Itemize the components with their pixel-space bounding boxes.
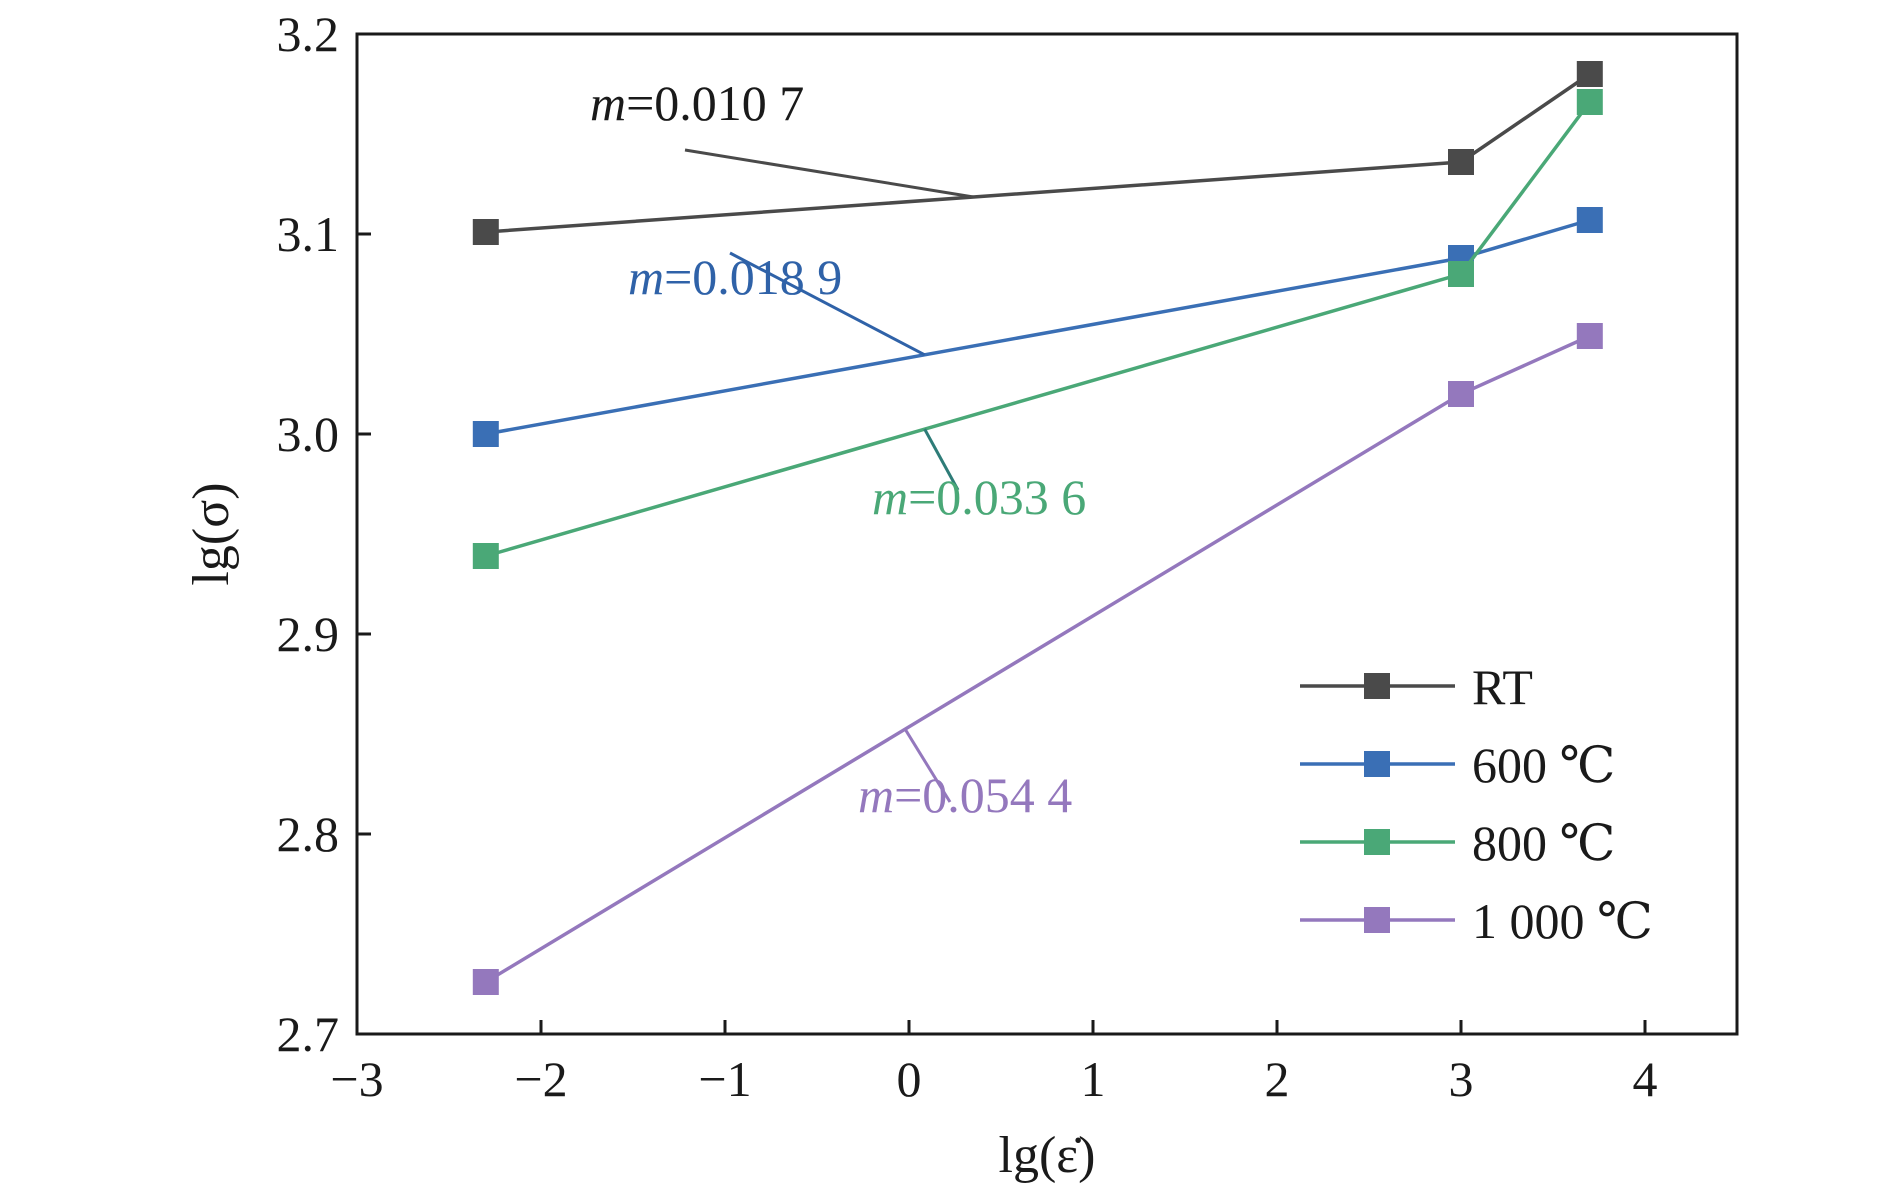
axes: −3 −2 −1 0 1 2 3 4 2.7 2.8 2.9 3.0 3.1 3.2 lg(ε̇) lg(σ) <box>183 6 1739 1184</box>
data-point <box>1576 323 1603 349</box>
annotation-label: m=0.033 6 <box>872 469 1086 525</box>
annotation-label: m=0.018 9 <box>628 249 842 305</box>
legend-label: 800 ℃ <box>1472 815 1615 871</box>
y-tick-label: 3.2 <box>277 6 340 62</box>
y-axis-title: lg(σ) <box>183 482 240 585</box>
y-tick-label: 2.9 <box>277 606 340 662</box>
legend-marker <box>1364 673 1390 699</box>
x-tick-label: −3 <box>330 1051 383 1107</box>
data-point <box>1448 261 1474 287</box>
data-point <box>472 421 499 447</box>
annotation-layer: m=0.010 7m=0.018 9m=0.033 6m=0.054 4 <box>590 75 1086 823</box>
series-layer <box>472 61 1603 995</box>
x-axis-title: lg(ε̇) <box>999 1127 1096 1184</box>
data-point <box>1576 207 1603 233</box>
y-tick-label: 3.0 <box>277 406 340 462</box>
annotation-value: =0.054 4 <box>894 767 1072 823</box>
data-point <box>472 969 499 995</box>
legend-marker <box>1364 751 1390 777</box>
annotation-variable: m <box>858 767 894 823</box>
data-point <box>1448 381 1474 407</box>
data-point <box>472 219 499 245</box>
x-tick-label: 4 <box>1633 1051 1658 1107</box>
annotation-label: m=0.054 4 <box>858 767 1072 823</box>
legend-marker <box>1364 907 1390 933</box>
data-point <box>472 543 499 569</box>
x-tick-label: 2 <box>1265 1051 1290 1107</box>
y-tick-label: 3.1 <box>277 206 340 262</box>
annotation-variable: m <box>872 469 908 525</box>
annotation-leader <box>684 148 974 199</box>
annotation-variable: m <box>590 75 626 131</box>
legend-label: 1 000 ℃ <box>1472 893 1653 949</box>
annotation-label: m=0.010 7 <box>590 75 804 131</box>
x-tick-label: 0 <box>897 1051 922 1107</box>
legend-label: RT <box>1472 659 1533 715</box>
y-tick-label: 2.8 <box>277 806 340 862</box>
annotation-leader <box>923 428 960 491</box>
y-tick-label: 2.7 <box>277 1006 340 1062</box>
data-point <box>1576 61 1603 87</box>
x-tick-label: 3 <box>1449 1051 1474 1107</box>
legend-marker <box>1364 829 1390 855</box>
data-point <box>1576 89 1603 115</box>
annotation-value: =0.010 7 <box>626 75 804 131</box>
series-line-4 <box>484 334 1591 984</box>
legend-label: 600 ℃ <box>1472 737 1615 793</box>
annotation-leader <box>729 251 926 357</box>
annotation-value: =0.018 9 <box>664 249 842 305</box>
x-tick-label: 1 <box>1081 1051 1106 1107</box>
plot-frame <box>355 32 1739 1036</box>
annotation-value: =0.033 6 <box>908 469 1086 525</box>
x-tick-label: −1 <box>698 1051 751 1107</box>
annotation-variable: m <box>628 249 664 305</box>
x-tick-label: −2 <box>514 1051 567 1107</box>
annotation-leader <box>903 728 952 803</box>
legend: RT 600 ℃ 800 ℃ 1 000 ℃ <box>1300 659 1653 949</box>
data-point <box>1448 149 1474 175</box>
